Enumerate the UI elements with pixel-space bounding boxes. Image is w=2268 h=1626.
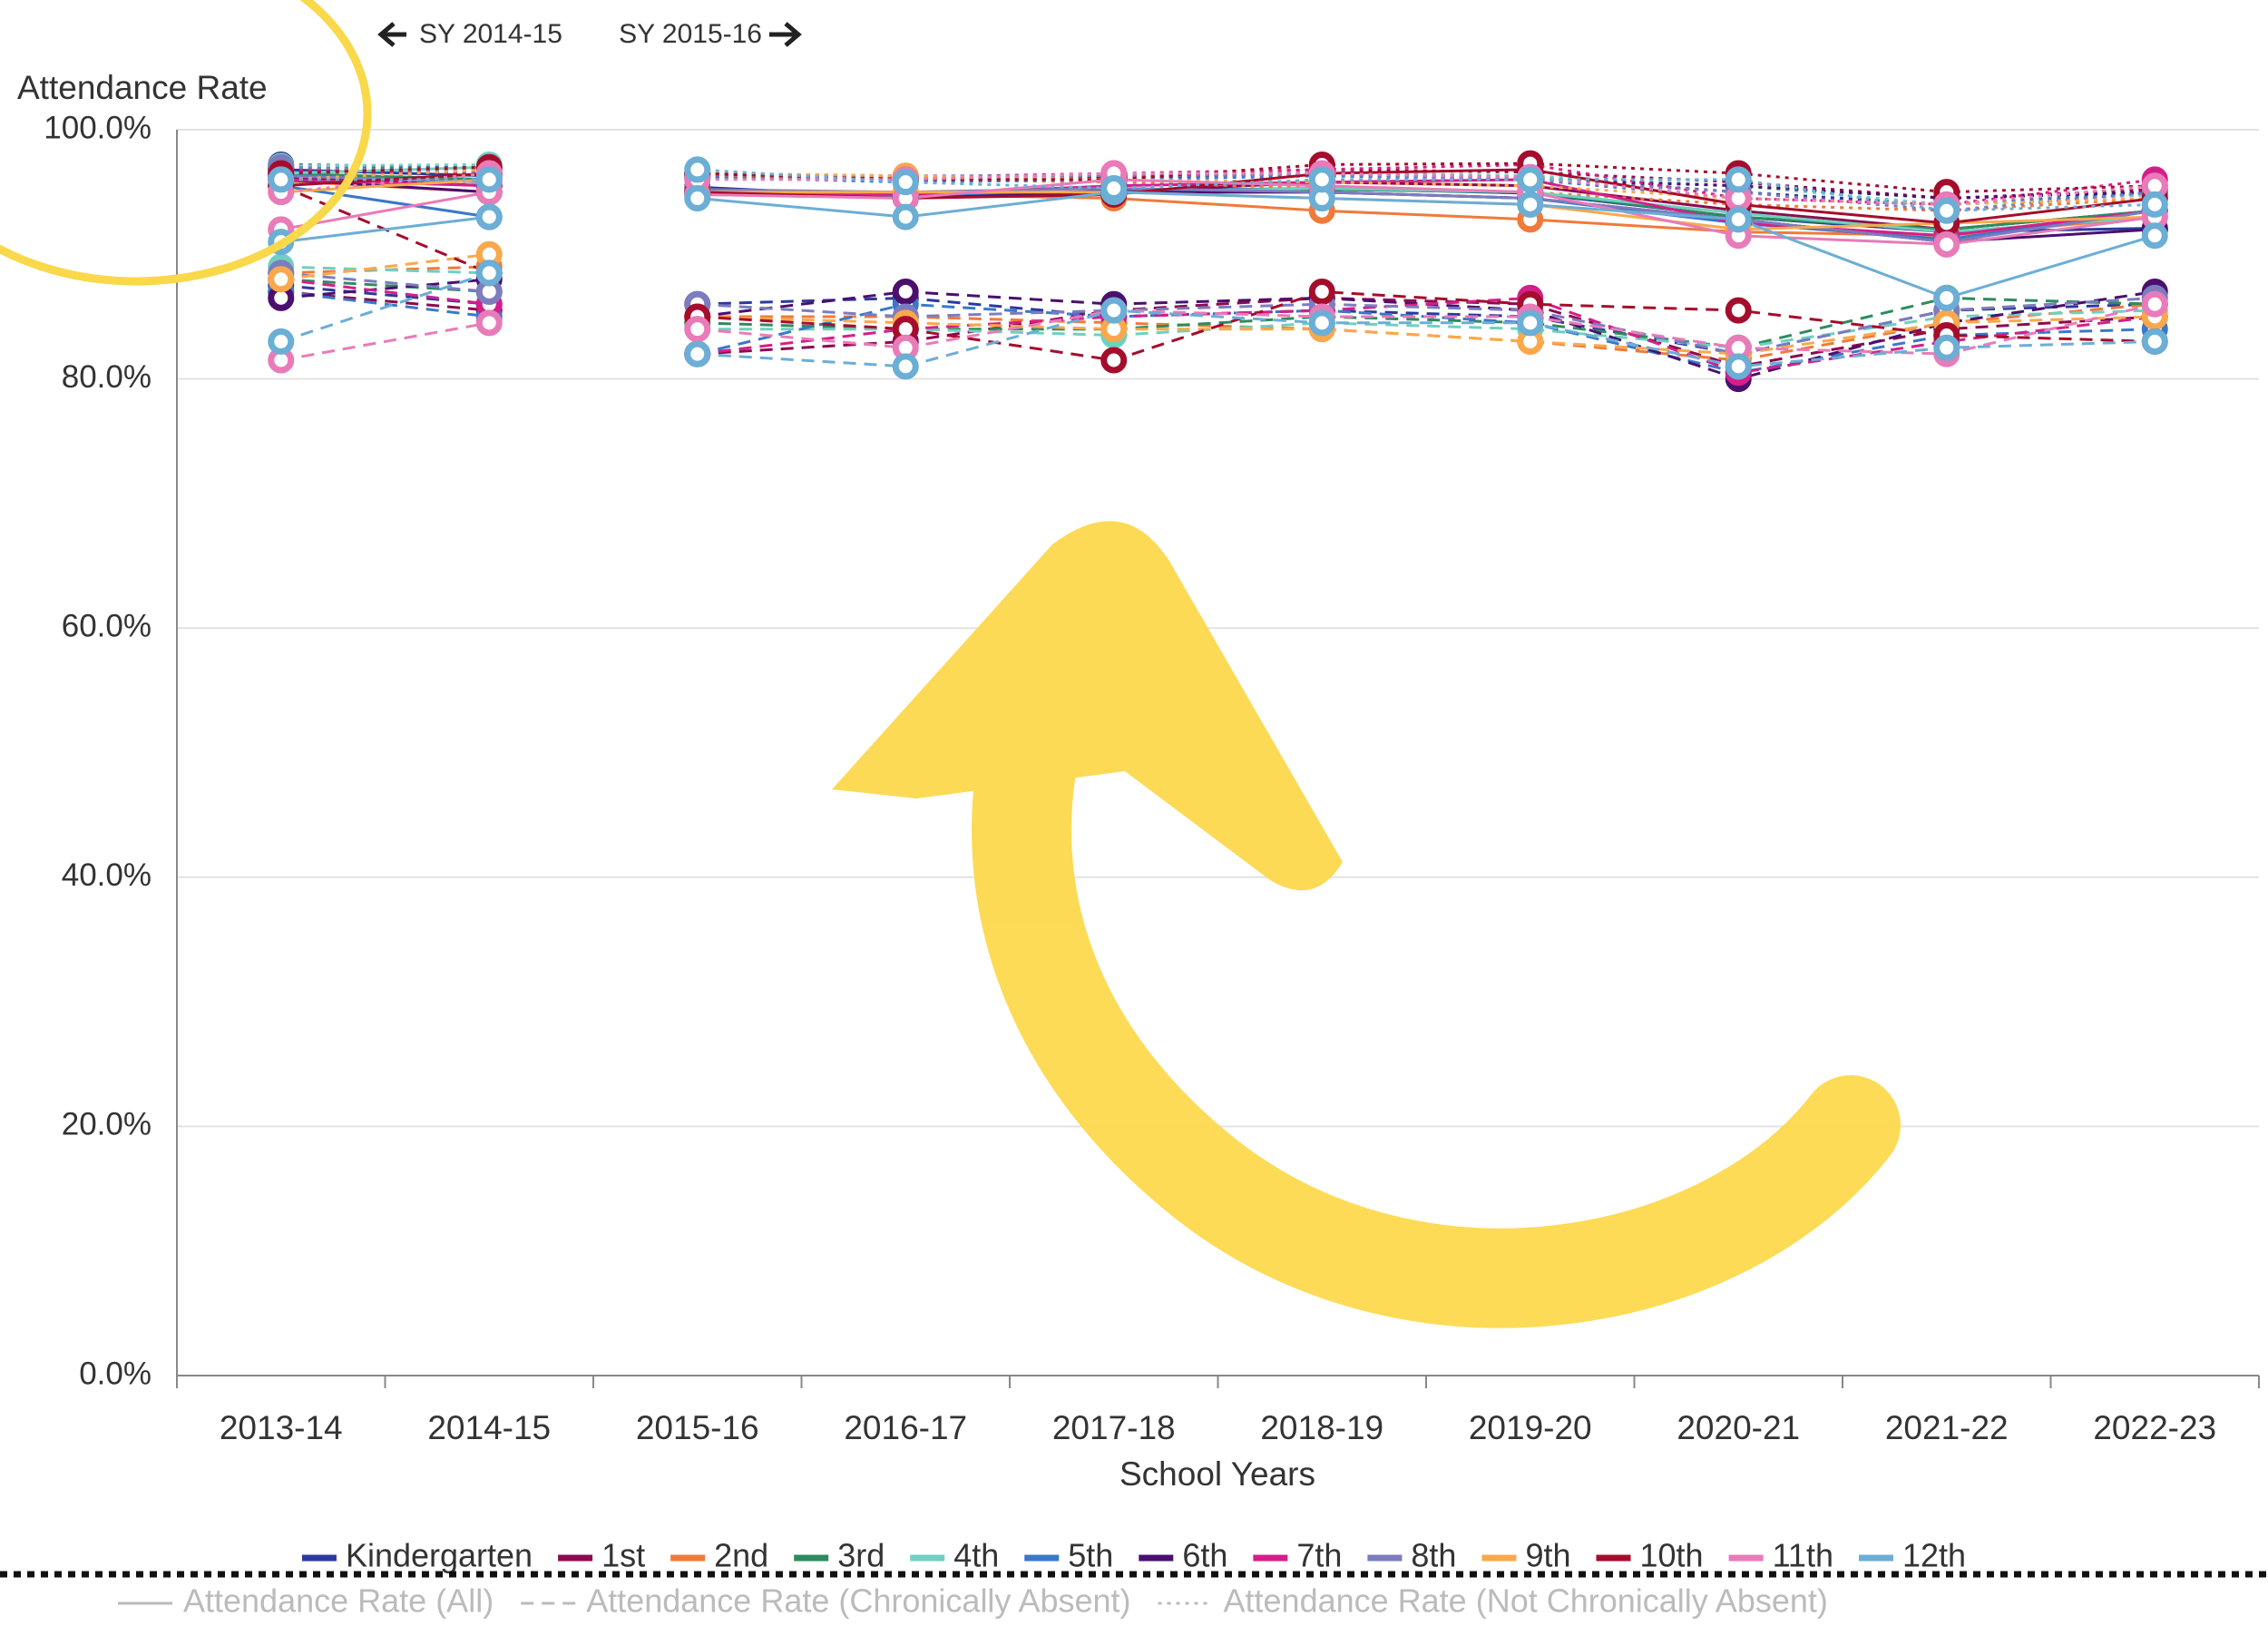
legend-label: 8th xyxy=(1411,1537,1456,1574)
legend-label: Kindergarten xyxy=(346,1537,533,1574)
legend-label: 6th xyxy=(1182,1537,1227,1574)
legend-label: 3rd xyxy=(837,1537,885,1574)
point xyxy=(895,357,915,377)
point xyxy=(479,263,499,283)
x-tick-label: 2022-23 xyxy=(2093,1409,2216,1446)
x-axis-title: School Years xyxy=(1119,1455,1315,1493)
point xyxy=(1520,194,1540,214)
y-tick-label: 20.0% xyxy=(62,1107,152,1142)
x-tick-label: 2019-20 xyxy=(1469,1409,1592,1446)
y-tick-label: 40.0% xyxy=(62,857,152,893)
point xyxy=(1520,170,1540,190)
page: {"chart_data":{"type":"line", "y_axis_ti… xyxy=(0,0,2268,1626)
point xyxy=(1728,357,1748,377)
point xyxy=(1104,300,1124,320)
x-tick-label: 2014-15 xyxy=(427,1409,551,1446)
x-tick-label: 2013-14 xyxy=(220,1409,343,1446)
point xyxy=(2145,226,2165,246)
legend-label: Attendance Rate (Chronically Absent) xyxy=(586,1582,1130,1620)
point xyxy=(1312,281,1332,301)
annotation: SY 2014-15 xyxy=(419,19,562,49)
point xyxy=(1728,170,1748,190)
chart: Attendance Rate School Years SY 2014-15 … xyxy=(0,0,2268,1626)
point xyxy=(895,281,915,301)
point xyxy=(895,207,915,227)
point xyxy=(1312,313,1332,333)
point xyxy=(1520,313,1540,333)
point xyxy=(271,269,291,289)
point xyxy=(2145,331,2165,351)
point xyxy=(1937,234,1957,254)
legend-label: 4th xyxy=(953,1537,999,1574)
y-axis-title: Attendance Rate xyxy=(17,69,268,106)
point xyxy=(1728,210,1748,230)
point xyxy=(688,344,708,364)
y-tick-label: 80.0% xyxy=(62,359,152,395)
point xyxy=(1937,201,1957,220)
legend-label: Attendance Rate (Not Chronically Absent) xyxy=(1224,1582,1828,1620)
point xyxy=(2145,194,2165,214)
x-tick-label: 2020-21 xyxy=(1677,1409,1800,1446)
point xyxy=(895,172,915,192)
legend-label: 5th xyxy=(1068,1537,1113,1574)
x-tick-label: 2021-22 xyxy=(1885,1409,2009,1446)
x-tick-label: 2015-16 xyxy=(636,1409,759,1446)
legend-label: 11th xyxy=(1773,1537,1833,1574)
legend-label: 1st xyxy=(601,1537,645,1574)
annotation: SY 2015-16 xyxy=(619,19,762,49)
point xyxy=(2145,294,2165,314)
point xyxy=(688,160,708,180)
point xyxy=(271,170,291,190)
point xyxy=(1728,300,1748,320)
point xyxy=(479,170,499,190)
legend-label: 10th xyxy=(1640,1537,1704,1574)
y-tick-label: 100.0% xyxy=(44,110,152,145)
legend-label: 7th xyxy=(1296,1537,1342,1574)
x-tick-label: 2016-17 xyxy=(844,1409,967,1446)
point xyxy=(479,313,499,333)
point xyxy=(1104,179,1124,199)
legend-label: 2nd xyxy=(714,1537,768,1574)
legend-label: Attendance Rate (All) xyxy=(183,1582,494,1620)
point xyxy=(688,189,708,209)
point xyxy=(688,319,708,339)
legend-label: 9th xyxy=(1525,1537,1570,1574)
point xyxy=(271,331,291,351)
point xyxy=(1104,350,1124,370)
x-tick-label: 2017-18 xyxy=(1052,1409,1176,1446)
point xyxy=(1937,288,1957,308)
point xyxy=(1312,170,1332,190)
point xyxy=(479,207,499,227)
legend-label: 12th xyxy=(1902,1537,1966,1574)
point xyxy=(1937,338,1957,358)
y-tick-label: 0.0% xyxy=(79,1356,152,1391)
y-tick-label: 60.0% xyxy=(62,608,152,643)
x-tick-label: 2018-19 xyxy=(1260,1409,1383,1446)
